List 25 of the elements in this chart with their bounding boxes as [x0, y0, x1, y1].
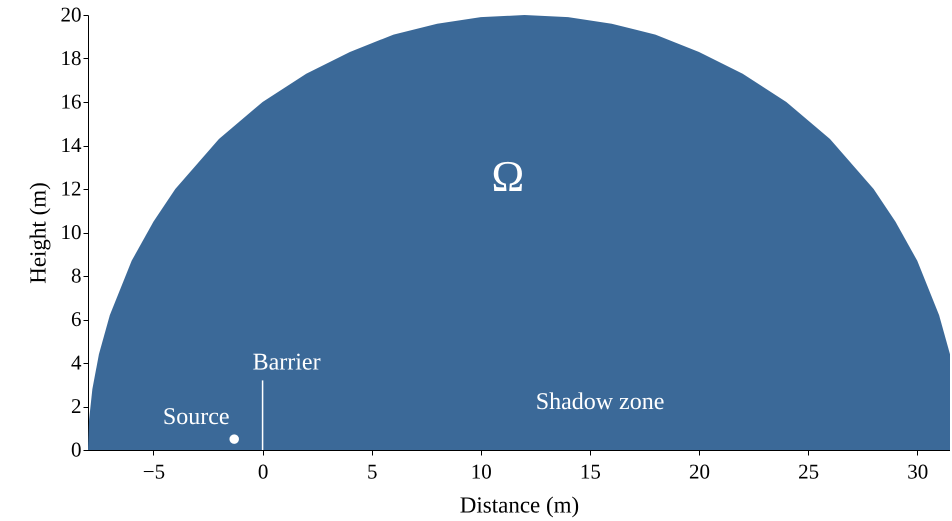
y-tick-label: 4	[71, 350, 82, 374]
y-axis-title: Height (m)	[26, 182, 50, 284]
x-tick-label: 0	[258, 460, 268, 484]
annotation: Barrier	[252, 349, 321, 376]
y-tick-label: 2	[71, 394, 82, 418]
x-axis-title: Distance (m)	[460, 492, 580, 518]
x-tick-label: 25	[798, 460, 820, 484]
annotation: Shadow zone	[536, 389, 664, 416]
y-tick-label: 12	[60, 176, 82, 200]
y-tick-label: 0	[71, 438, 82, 462]
x-tick-label: 10	[470, 460, 492, 484]
y-tick-label: 10	[60, 220, 82, 244]
annotation: Source	[162, 404, 230, 430]
x-tick-label: 20	[689, 460, 710, 484]
y-tick-label: 20	[60, 2, 82, 26]
annotation: Ω	[491, 152, 524, 202]
y-tick-label: 6	[71, 307, 82, 331]
y-tick-label: 8	[71, 264, 82, 288]
y-tick-label: 14	[60, 133, 82, 157]
x-tick-label: −5	[142, 460, 166, 484]
x-tick-label: 15	[580, 460, 601, 484]
y-tick-label: 16	[60, 90, 82, 114]
x-tick-label: 5	[366, 460, 378, 484]
y-tick-label: 18	[60, 46, 82, 70]
x-tick-label: 30	[907, 460, 928, 484]
